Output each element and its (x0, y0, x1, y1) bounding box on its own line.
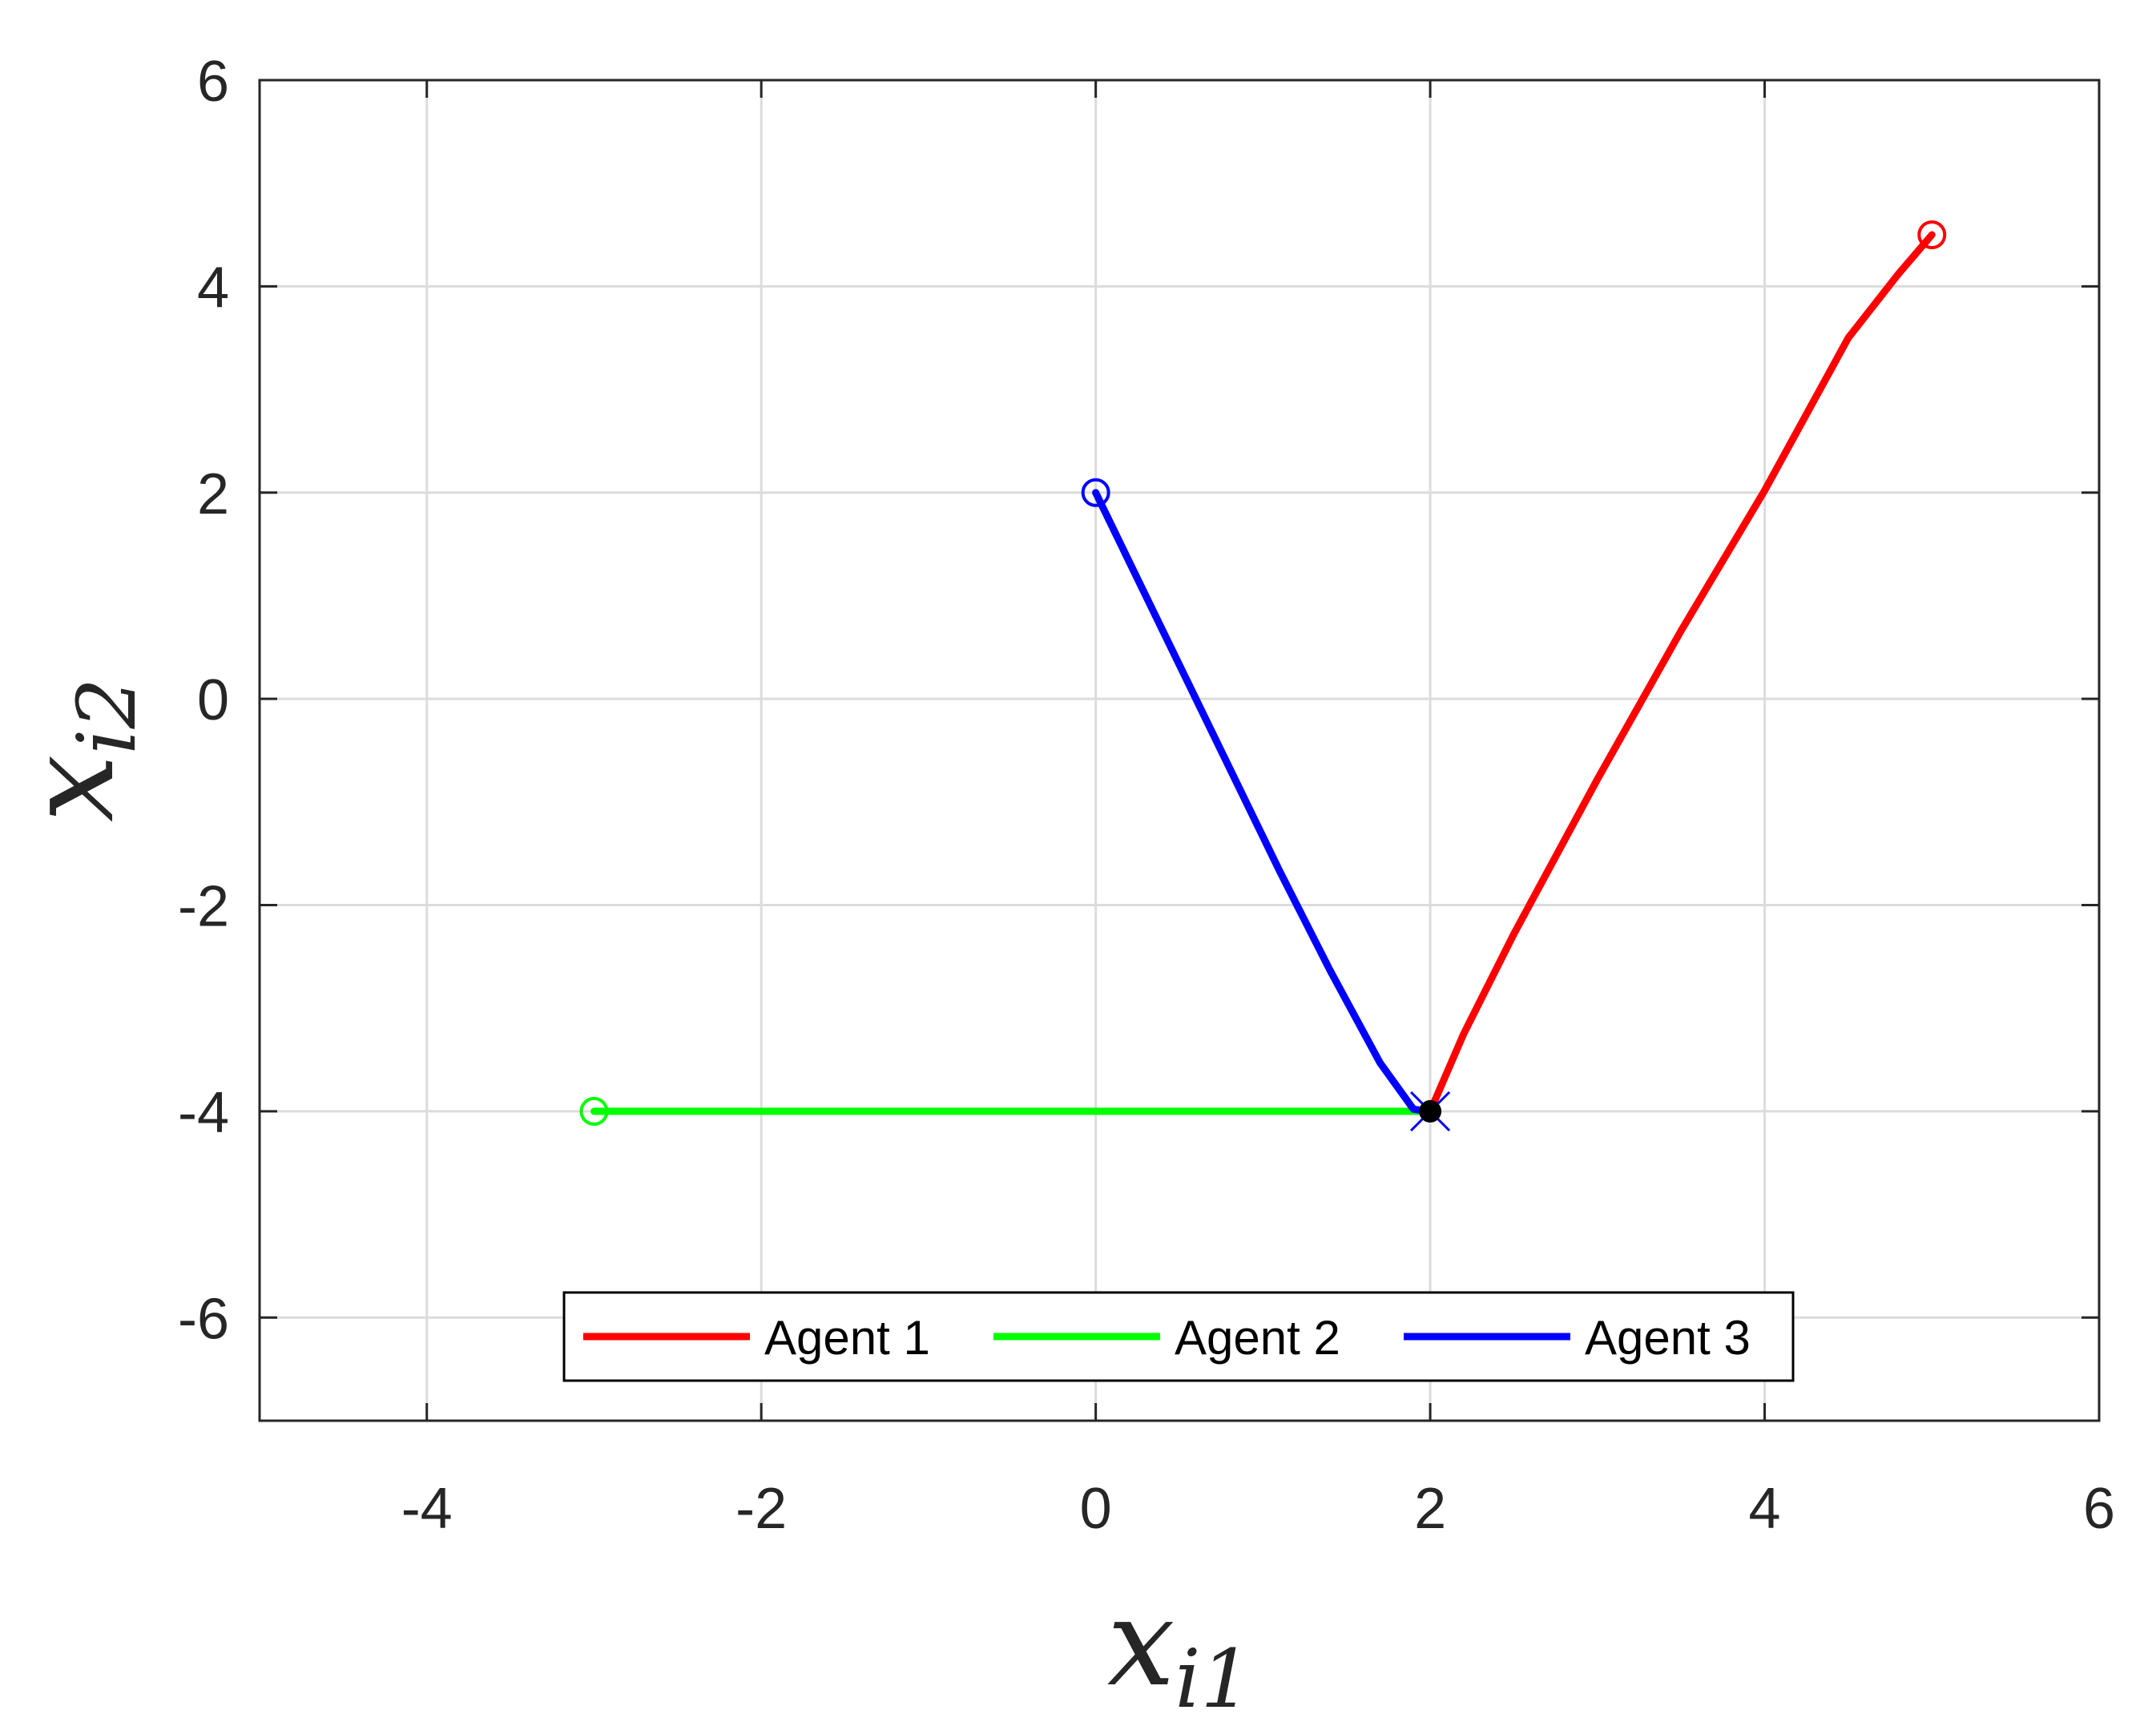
x-axis-title: xi1 (1107, 1574, 1251, 1722)
y-tick-labels: -6 -4 -2 0 2 4 6 (178, 50, 229, 1351)
legend-label-agent-3: Agent 3 (1585, 1311, 1751, 1365)
y-tick-label: -4 (178, 1081, 229, 1145)
legend: Agent 1 Agent 2 Agent 3 (562, 1291, 1795, 1382)
legend-items: Agent 1 Agent 2 Agent 3 (583, 1311, 1751, 1365)
axis-ticks (260, 79, 2101, 1421)
x-tick-label: 6 (2083, 1477, 2115, 1541)
legend-box (562, 1291, 1795, 1382)
y-tick-label: 4 (197, 256, 229, 320)
y-axis-title-base: x (2, 755, 141, 823)
x-tick-label: 2 (1414, 1477, 1446, 1541)
y-tick-label: 0 (197, 668, 229, 732)
y-tick-label: -6 (178, 1287, 229, 1351)
start-marker (1081, 478, 1110, 507)
x-tick-label: 0 (1080, 1477, 1112, 1541)
plot-area (258, 79, 2101, 1422)
series-lines (590, 231, 1936, 1115)
series-line-agent-1 (1426, 231, 1936, 1115)
x-tick-label: 4 (1749, 1477, 1781, 1541)
x-axis-title-base: x (1107, 1574, 1175, 1713)
legend-label-agent-1: Agent 1 (764, 1311, 930, 1365)
start-marker (579, 1096, 609, 1126)
grid-lines (260, 79, 2101, 1421)
trajectory-markers (579, 220, 1947, 1131)
x-tick-label: -4 (401, 1477, 453, 1541)
plot-background (260, 80, 2099, 1421)
plot-frame (258, 79, 2101, 1422)
end-point-marker (1419, 1099, 1442, 1123)
legend-label-agent-2: Agent 2 (1175, 1311, 1340, 1365)
y-tick-label: 2 (197, 462, 229, 526)
y-axis-title: xi2 (2, 678, 154, 822)
start-marker (1917, 220, 1947, 250)
y-tick-label: -2 (178, 875, 229, 939)
x-tick-labels: -4 -2 0 2 4 6 (401, 1477, 2115, 1541)
y-axis-title-sub: i2 (60, 678, 154, 755)
y-tick-label: 6 (197, 50, 229, 114)
x-axis-title-sub: i1 (1175, 1632, 1252, 1722)
series-line-agent-3 (1092, 489, 1434, 1115)
x-tick-label: -2 (735, 1477, 787, 1541)
